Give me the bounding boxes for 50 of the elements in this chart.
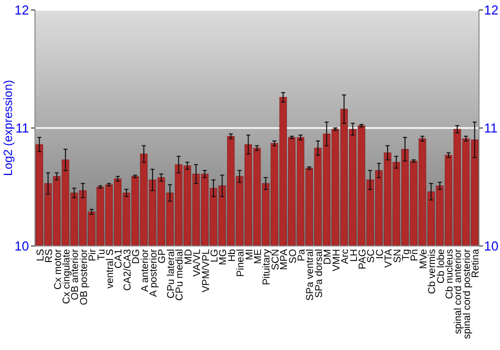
x-tick-label: Pineal <box>236 249 247 277</box>
x-tick-label: DG <box>131 248 142 264</box>
y-axis-title: Log2 (expression) <box>1 80 15 176</box>
x-tick-label: SC <box>366 249 378 263</box>
x-tick-label: Tu <box>96 249 108 260</box>
x-tick-label: ME <box>253 248 264 264</box>
x-tick-label: VPM/VPL <box>200 248 212 292</box>
x-tick-label: LH <box>348 249 360 262</box>
x-tick-label: A posterior <box>148 248 160 297</box>
x-tick-label: VMH <box>331 249 342 272</box>
x-tick-label: Pir <box>88 248 99 262</box>
x-tick-label: Tg <box>401 249 412 261</box>
x-tick-label: SCN <box>270 249 282 270</box>
y2-tick-label: 12 <box>484 2 498 18</box>
x-tick-label: OB posterior <box>78 248 90 306</box>
x-tick-label: Cx cingulate <box>61 248 72 304</box>
x-tick-label: SO <box>288 248 299 264</box>
x-tick-label: RS <box>44 248 56 263</box>
x-tick-label: PAG <box>357 248 368 270</box>
y-tick-label: 11 <box>16 120 29 136</box>
x-tick-label: ventral S <box>105 248 116 288</box>
x-tick-label: Pituitary <box>262 249 273 286</box>
x-tick-label: CPu medial <box>174 249 186 301</box>
x-tick-label: A anterior <box>140 248 151 292</box>
x-tick-label: VTA <box>384 248 395 268</box>
x-tick-label: SPa dorsal <box>314 249 325 298</box>
y2-tick-label: 11 <box>484 120 498 136</box>
x-tick-label: SN <box>392 249 404 263</box>
x-tick-label: MI <box>244 249 256 260</box>
x-tick-label: Arc <box>340 249 352 264</box>
x-tick-label: MPA <box>279 248 290 270</box>
y2-tick-label: 10 <box>484 238 498 254</box>
x-tick-label: IC <box>374 249 386 259</box>
x-tick-label: CPu lateral <box>166 249 177 298</box>
x-tick-label: OB anterior <box>70 248 82 300</box>
y-tick-label: 12 <box>14 2 29 18</box>
x-tick-label: Retina <box>470 248 482 278</box>
x-tick-label: Cb lobe <box>436 248 447 284</box>
x-tick-label: spinal cord posterior <box>462 248 473 340</box>
x-tick-label: LS <box>35 248 46 262</box>
x-tick-label: CA1 <box>114 248 125 268</box>
x-tick-label: MVe <box>418 248 430 270</box>
y-tick-label: 10 <box>14 238 29 254</box>
x-tick-label: DM <box>322 249 334 265</box>
x-tick-label: LG <box>209 248 220 262</box>
x-tick-label: Hb <box>226 248 238 262</box>
x-tick-label: GP <box>157 248 168 264</box>
x-tick-label: Pn <box>410 249 421 262</box>
x-tick-label: CA2/CA3 <box>122 248 134 291</box>
x-tick-label: spinal cord anterior <box>453 248 464 334</box>
